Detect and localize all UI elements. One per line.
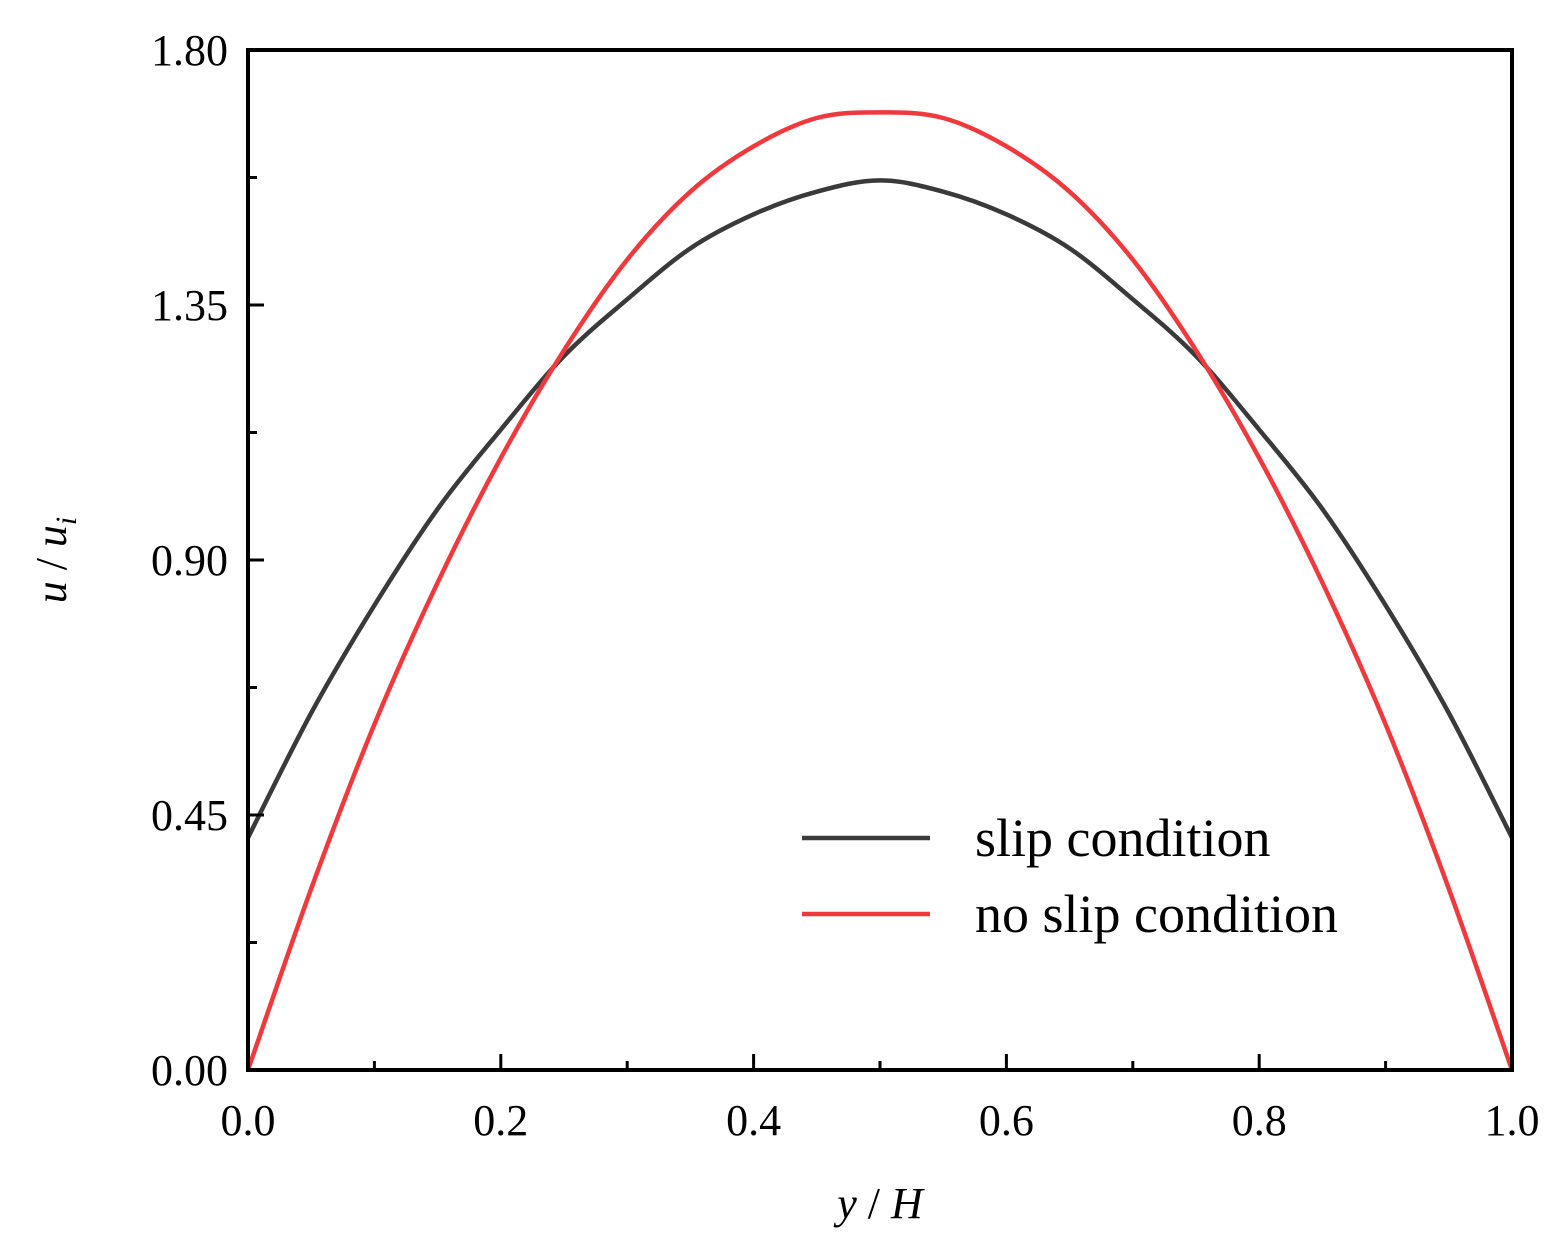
x-tick-label: 0.4 bbox=[726, 1096, 781, 1145]
series-line-slip-condition bbox=[245, 178, 1515, 839]
x-axis-title: y / H bbox=[833, 1179, 925, 1228]
y-tick-label: 1.80 bbox=[151, 26, 228, 75]
x-tick-label: 0.6 bbox=[979, 1096, 1034, 1145]
y-axis-title: u / ui bbox=[27, 517, 83, 604]
y-tick-label: 0.00 bbox=[151, 1046, 228, 1095]
x-tick-label: 0.8 bbox=[1232, 1096, 1287, 1145]
x-tick-label: 0.2 bbox=[473, 1096, 528, 1145]
y-tick-label: 1.35 bbox=[151, 281, 228, 330]
y-tick-label: 0.45 bbox=[151, 791, 228, 840]
legend: slip condition no slip condition bbox=[802, 808, 1338, 944]
series-line-no-slip-condition bbox=[245, 110, 1515, 1071]
series-layer bbox=[245, 110, 1515, 1071]
x-tick-label: 0.0 bbox=[221, 1096, 276, 1145]
x-tick-label: 1.0 bbox=[1485, 1096, 1540, 1145]
axis-ticks: 0.0 0.2 0.4 0.6 0.8 1.0 0.00 0.45 0.90 1.35 1.80 bbox=[151, 26, 1540, 1145]
y-tick-label: 0.90 bbox=[151, 536, 228, 585]
legend-label-slip-condition: slip condition bbox=[975, 808, 1271, 868]
legend-label-no-slip-condition: no slip condition bbox=[975, 884, 1338, 944]
